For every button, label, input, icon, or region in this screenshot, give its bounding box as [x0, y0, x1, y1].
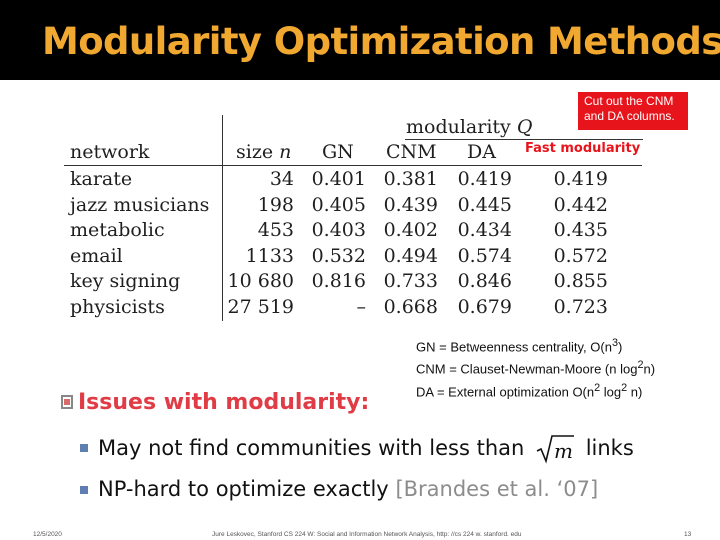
cell-network: physicists	[70, 295, 165, 318]
cell-fast: 0.435	[553, 219, 608, 241]
cell-size: 198	[257, 193, 294, 216]
cell-da: 0.846	[457, 270, 512, 292]
cell-da: 0.419	[457, 168, 512, 190]
footer-page-number: 13	[684, 531, 692, 538]
col-header-size: size n	[236, 141, 292, 163]
cell-da: 0.574	[457, 244, 512, 267]
table-group-rule	[405, 139, 643, 140]
cell-fast: 0.419	[553, 168, 608, 190]
cell-network: key signing	[70, 270, 181, 292]
bullet-np-hard: NP-hard to optimize exactly [Brandes et …	[98, 477, 598, 501]
group-header-text: modularity Q	[406, 116, 533, 138]
sub-bullet-square-icon	[80, 444, 88, 452]
cell-size: 453	[257, 219, 294, 241]
col-header-gn: GN	[322, 141, 354, 163]
footer-date: 12/5/2020	[33, 531, 62, 538]
annotation-note: Cut out the CNM and DA columns.	[578, 92, 688, 130]
cell-size: 27 519	[227, 295, 294, 318]
cell-gn: 0.405	[311, 193, 366, 216]
cell-fast: 0.442	[553, 193, 608, 216]
cell-size: 10 680	[227, 270, 294, 292]
cell-fast: 0.572	[553, 244, 608, 267]
svg-text:m: m	[554, 439, 573, 463]
footer-credit: Jure Leskovec, Stanford CS 224 W: Social…	[212, 531, 522, 538]
cell-cnm: 0.381	[383, 168, 438, 190]
table-vertical-rule	[222, 115, 223, 321]
cell-network: metabolic	[70, 219, 165, 241]
bullet-communities: May not find communities with less than …	[98, 434, 634, 464]
table-header-rule	[64, 165, 642, 166]
cell-cnm: 0.439	[383, 193, 438, 216]
cell-gn: 0.403	[311, 219, 366, 241]
cell-da: 0.445	[457, 193, 512, 216]
cell-size: 34	[269, 168, 294, 190]
cell-fast: 0.855	[553, 270, 608, 292]
slide-title: Modularity Optimization Methods	[42, 20, 720, 63]
fast-modularity-label: Fast modularity	[523, 141, 643, 156]
col-header-cnm: CNM	[386, 141, 437, 163]
cell-da: 0.434	[457, 219, 512, 241]
cell-gn: 0.532	[311, 244, 366, 267]
col-header-network: network	[70, 141, 150, 163]
cell-gn: 0.816	[311, 270, 366, 292]
bullet-np-hard-text: NP-hard to optimize exactly	[98, 477, 389, 501]
cell-size: 1133	[245, 244, 294, 267]
cell-cnm: 0.733	[383, 270, 438, 292]
sqrt-m-icon: m	[535, 434, 575, 464]
citation: [Brandes et al. ‘07]	[395, 477, 599, 501]
title-bar: Modularity Optimization Methods	[0, 0, 720, 80]
cell-network: jazz musicians	[70, 193, 210, 216]
bullet-box-icon	[61, 395, 73, 409]
legend-line-cnm: CNM = Clauset-Newman-Moore (n log2n)	[416, 359, 656, 377]
cell-fast: 0.723	[553, 295, 608, 318]
cell-gn: –	[356, 295, 367, 318]
cell-da: 0.679	[457, 295, 512, 318]
cell-network: karate	[70, 168, 133, 190]
group-header: modularity Q	[406, 116, 532, 138]
issues-heading: Issues with modularity:	[78, 390, 370, 415]
legend-line-da: DA = External optimization O(n2 log2 n)	[416, 381, 643, 399]
method-legend: GN = Betweenness centrality, O(n3) CNM =…	[416, 334, 655, 401]
sub-bullet-square-icon	[80, 486, 88, 494]
bullet-communities-suffix: links	[585, 436, 634, 460]
cell-gn: 0.401	[311, 168, 366, 190]
bullet-communities-text: May not find communities with less than	[98, 436, 525, 460]
legend-line-gn: GN = Betweenness centrality, O(n3)	[416, 337, 623, 355]
col-header-da: DA	[467, 141, 496, 163]
cell-network: email	[70, 244, 123, 267]
cell-cnm: 0.494	[383, 244, 438, 267]
cell-cnm: 0.402	[383, 219, 438, 241]
cell-cnm: 0.668	[383, 295, 438, 318]
